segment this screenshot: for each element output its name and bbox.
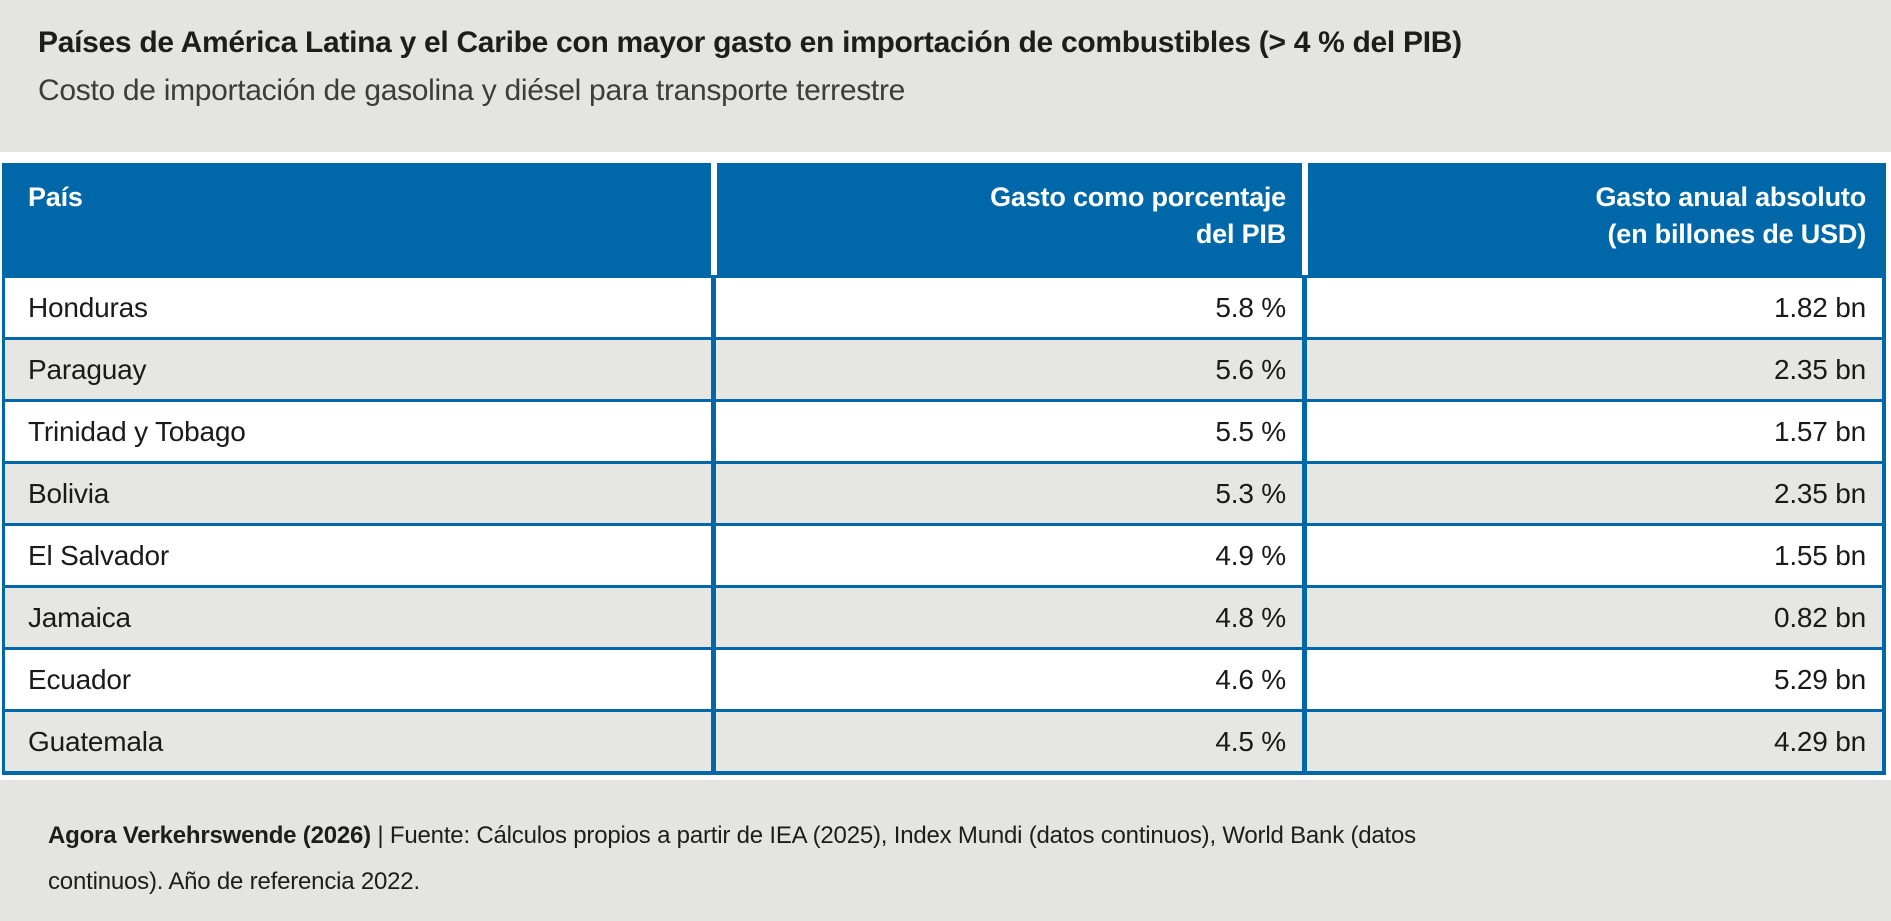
table-header-row: País Gasto como porcentaje del PIB Gasto… [5, 163, 1882, 275]
table-row-el-salvador: El Salvador 4.9 % 1.55 bn [5, 523, 1882, 585]
publisher-name: Agora Verkehrswende (2026) [48, 822, 371, 849]
country-cell: Ecuador [28, 663, 131, 695]
country-cell: Jamaica [28, 601, 131, 633]
column-header-country: País [5, 163, 711, 275]
column-header-pct-line2: del PIB [1195, 219, 1286, 249]
table-row-guatemala: Guatemala 4.5 % 4.29 bn [5, 709, 1882, 771]
column-header-absolute-spending: Gasto anual absoluto (en billones de USD… [1302, 163, 1882, 275]
abs-cell: 1.57 bn [1302, 402, 1882, 461]
abs-cell: 5.29 bn [1302, 650, 1882, 709]
fuel-import-table: País Gasto como porcentaje del PIB Gasto… [2, 163, 1886, 775]
column-header-abs-line1: Gasto anual absoluto [1595, 182, 1866, 212]
abs-cell: 4.29 bn [1302, 712, 1882, 771]
abs-cell: 0.82 bn [1302, 588, 1882, 647]
table-row-ecuador: Ecuador 4.6 % 5.29 bn [5, 647, 1882, 709]
column-header-abs-line2: (en billones de USD) [1607, 219, 1866, 249]
title-block: Países de América Latina y el Caribe con… [0, 0, 1891, 152]
country-cell: Guatemala [28, 725, 164, 757]
country-cell: El Salvador [28, 539, 169, 571]
pct-cell: 4.5 % [711, 712, 1302, 771]
abs-cell: 2.35 bn [1302, 464, 1882, 523]
table-row-trinidad-y-tobago: Trinidad y Tobago 5.5 % 1.57 bn [5, 399, 1882, 461]
table-row-honduras: Honduras 5.8 % 1.82 bn [5, 275, 1882, 337]
pct-cell: 5.8 % [711, 278, 1302, 337]
pct-cell: 4.8 % [711, 588, 1302, 647]
pct-cell: 4.9 % [711, 526, 1302, 585]
pct-cell: 5.5 % [711, 402, 1302, 461]
column-header-country-label: País [28, 182, 83, 212]
table-row-bolivia: Bolivia 5.3 % 2.35 bn [5, 461, 1882, 523]
country-cell: Bolivia [28, 477, 110, 509]
chart-subtitle: Costo de importación de gasolina y diése… [38, 73, 906, 107]
abs-cell: 1.55 bn [1302, 526, 1882, 585]
source-line-2: continuos). Año de referencia 2022. [48, 859, 1831, 905]
country-cell: Paraguay [28, 353, 147, 385]
country-cell: Trinidad y Tobago [28, 415, 246, 447]
column-header-pct-of-gdp: Gasto como porcentaje del PIB [711, 163, 1302, 275]
source-block: Agora Verkehrswende (2026) | Fuente: Cál… [0, 780, 1891, 921]
table-section: País Gasto como porcentaje del PIB Gasto… [0, 152, 1891, 780]
chart-title: Países de América Latina y el Caribe con… [38, 26, 1462, 59]
table-row-paraguay: Paraguay 5.6 % 2.35 bn [5, 337, 1882, 399]
source-text-line2: continuos). Año de referencia 2022. [48, 868, 420, 895]
abs-cell: 1.82 bn [1302, 278, 1882, 337]
abs-cell: 2.35 bn [1302, 340, 1882, 399]
pct-cell: 5.6 % [711, 340, 1302, 399]
country-cell: Honduras [28, 291, 148, 323]
column-header-pct-line1: Gasto como porcentaje [990, 182, 1286, 212]
source-line-1: Agora Verkehrswende (2026) | Fuente: Cál… [48, 813, 1831, 859]
pct-cell: 4.6 % [711, 650, 1302, 709]
table-row-jamaica: Jamaica 4.8 % 0.82 bn [5, 585, 1882, 647]
pct-cell: 5.3 % [711, 464, 1302, 523]
source-text-line1: | Fuente: Cálculos propios a partir de I… [370, 822, 1416, 849]
